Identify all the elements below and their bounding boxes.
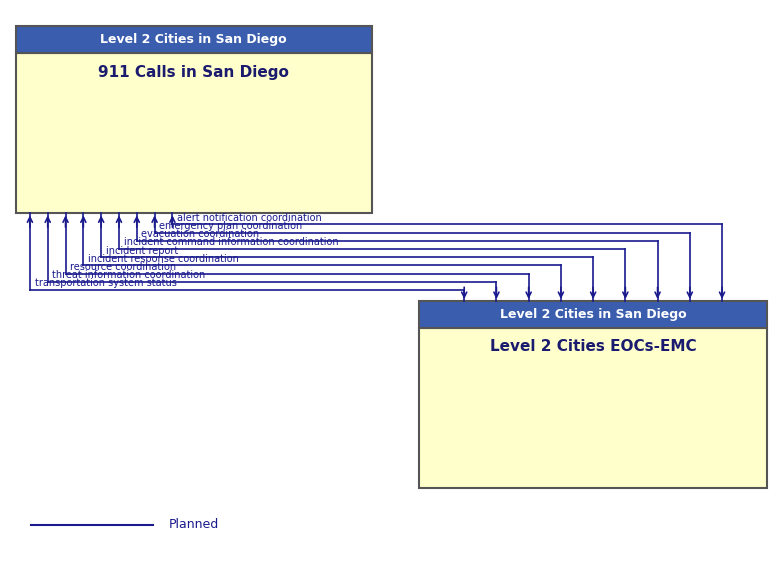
Text: Level 2 Cities EOCs-EMC: Level 2 Cities EOCs-EMC bbox=[490, 339, 696, 355]
Text: transportation system status: transportation system status bbox=[34, 278, 176, 288]
Text: Planned: Planned bbox=[168, 518, 218, 531]
Text: emergency plan coordination: emergency plan coordination bbox=[159, 221, 302, 231]
Text: alert notification coordination: alert notification coordination bbox=[177, 213, 322, 223]
Text: threat information coordination: threat information coordination bbox=[52, 270, 206, 280]
Text: 911 Calls in San Diego: 911 Calls in San Diego bbox=[99, 65, 289, 80]
Bar bbox=[419, 328, 767, 488]
Text: evacuation coordination: evacuation coordination bbox=[142, 229, 260, 239]
Text: Level 2 Cities in San Diego: Level 2 Cities in San Diego bbox=[500, 308, 687, 321]
Text: incident command information coordination: incident command information coordinatio… bbox=[124, 237, 338, 247]
Text: resource coordination: resource coordination bbox=[70, 262, 176, 272]
Bar bbox=[16, 26, 372, 53]
Bar bbox=[16, 53, 372, 213]
Bar bbox=[419, 301, 767, 328]
Text: incident response coordination: incident response coordination bbox=[88, 254, 239, 264]
Text: Level 2 Cities in San Diego: Level 2 Cities in San Diego bbox=[100, 33, 287, 47]
Text: incident report: incident report bbox=[106, 246, 178, 256]
